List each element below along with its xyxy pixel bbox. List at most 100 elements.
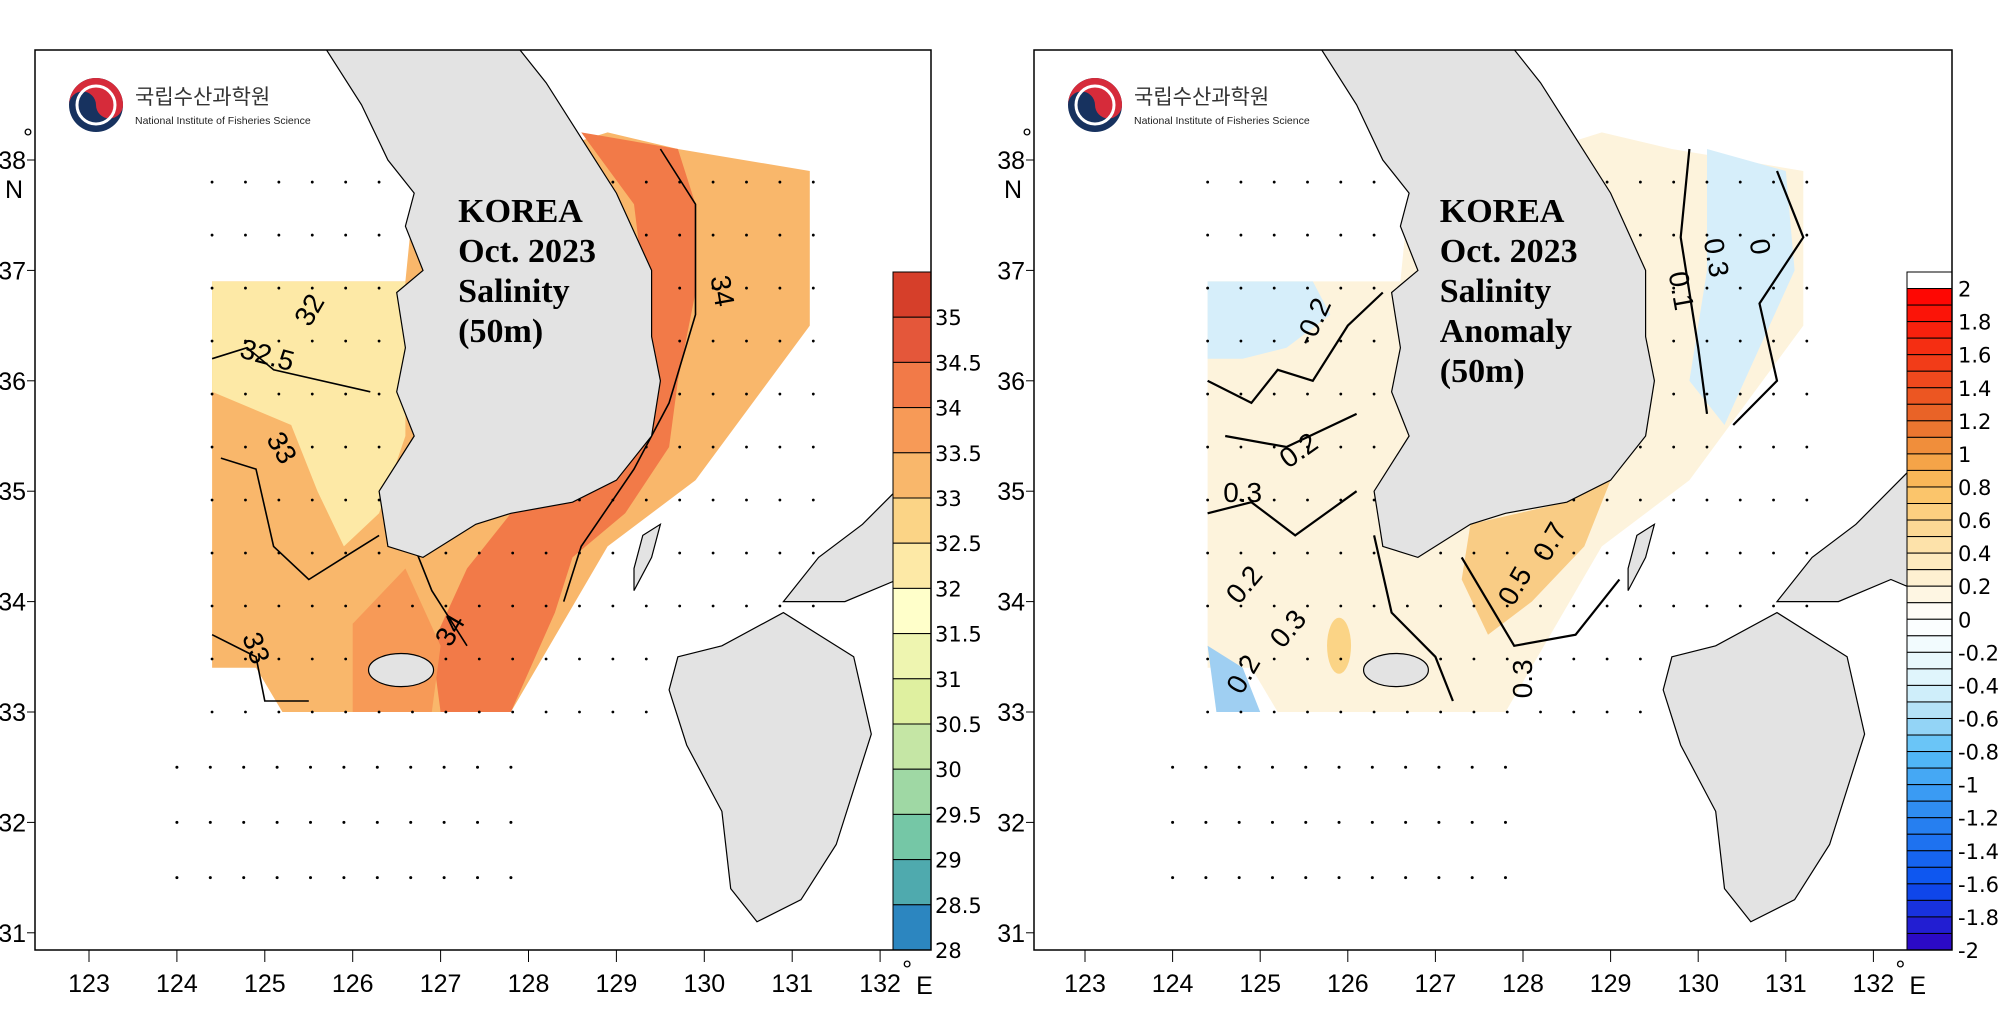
jeju-land <box>367 652 435 688</box>
station-dot <box>1272 233 1276 237</box>
station-dot <box>1539 604 1542 608</box>
map-title-line: KOREA <box>458 193 583 230</box>
station-dot <box>778 339 782 343</box>
contour-line <box>1679 148 1709 415</box>
station-dot <box>611 551 615 555</box>
station-dot <box>210 710 214 714</box>
station-dot <box>375 876 379 880</box>
station-dot <box>377 604 381 608</box>
station-dot <box>1272 286 1276 290</box>
station-dot <box>678 392 682 396</box>
map-title-line: Oct. 2023 <box>1440 233 1578 270</box>
station-dot <box>1772 551 1775 555</box>
station-dot <box>1638 604 1642 608</box>
station-dot <box>644 604 648 608</box>
kyushu-land <box>668 611 872 923</box>
colorbar-band <box>892 633 932 680</box>
colorbar-band <box>1906 701 1953 719</box>
map-frame <box>34 49 932 951</box>
colorbar-band <box>1906 436 1953 455</box>
taegeuk-red-icon <box>1068 78 1122 119</box>
station-dot <box>310 233 314 237</box>
station-dot <box>1206 233 1210 237</box>
colorbar-band <box>1906 503 1953 521</box>
station-dot <box>1239 339 1243 343</box>
contour-line <box>1460 556 1621 648</box>
y-degree-symbol: ° <box>23 124 33 152</box>
station-dot <box>644 657 648 661</box>
station-dot <box>1306 233 1309 237</box>
colorbar-band <box>1906 304 1953 323</box>
station-dot <box>1337 820 1341 824</box>
taegeuk-red-icon <box>69 78 123 119</box>
station-dot <box>1206 286 1210 290</box>
colorbar-label: 34 <box>935 397 962 421</box>
station-dot <box>511 604 515 608</box>
station-dot <box>310 445 314 449</box>
logo-english-name: National Institute of Fisheries Science <box>135 115 311 127</box>
y-tick-label: 32 <box>997 809 1025 837</box>
contour-label: 0.3 <box>1698 236 1735 280</box>
colorbar-label: 1.4 <box>1958 377 1991 401</box>
colorbar-band <box>1906 569 1953 587</box>
colorbar-label: -0.2 <box>1958 641 1999 665</box>
station-dot <box>442 820 446 824</box>
station-dot <box>778 180 782 184</box>
station-dot <box>1306 604 1309 608</box>
y-tick-label: 31 <box>0 920 26 948</box>
station-dot <box>1572 551 1576 555</box>
station-dot <box>1272 657 1276 661</box>
station-dot <box>442 876 446 880</box>
station-dot <box>1672 498 1676 502</box>
station-dot <box>1372 551 1376 555</box>
station-dot <box>1306 710 1309 714</box>
station-dot <box>745 498 748 502</box>
y-tick-label: 33 <box>0 699 26 727</box>
colorbar-band <box>1906 453 1953 471</box>
station-dot <box>1470 876 1474 880</box>
station-dot <box>811 339 815 343</box>
colorbar-band <box>1906 734 1953 753</box>
station-dot <box>1239 498 1243 502</box>
station-dot <box>544 657 548 661</box>
station-dot <box>1404 820 1408 824</box>
station-dot <box>1472 710 1476 714</box>
station-dot <box>342 765 346 769</box>
station-dot <box>1239 233 1243 237</box>
station-dot <box>1672 604 1676 608</box>
station-dot <box>1372 445 1376 449</box>
station-dot <box>1206 657 1210 661</box>
positive-anomaly-area <box>1461 480 1611 635</box>
colorbar-band <box>892 768 932 815</box>
station-dot <box>210 657 214 661</box>
station-dot <box>1672 392 1676 396</box>
station-dot <box>244 180 247 184</box>
tsushima-land <box>1627 522 1656 591</box>
station-dot <box>1206 339 1210 343</box>
station-dot <box>711 339 715 343</box>
colorbar-label: 1.2 <box>1958 410 1991 434</box>
colorbar-band <box>1906 767 1953 786</box>
colorbar-band <box>1906 420 1953 438</box>
station-dot <box>711 233 715 237</box>
x-degree-symbol: ° <box>1895 956 1905 984</box>
station-dot <box>444 710 448 714</box>
station-dot <box>578 604 581 608</box>
station-dot <box>1239 445 1243 449</box>
colorbar-label: -1 <box>1958 774 1979 798</box>
station-dot <box>277 286 281 290</box>
station-dot <box>175 876 179 880</box>
station-dot <box>678 180 682 184</box>
station-dot <box>1304 876 1308 880</box>
y-tick-label: 36 <box>997 368 1025 396</box>
contour-line <box>220 457 380 581</box>
station-dot <box>1805 498 1809 502</box>
colorbar-band <box>1906 850 1953 868</box>
station-dot <box>377 180 381 184</box>
station-dot <box>277 604 281 608</box>
station-dot <box>1705 233 1709 237</box>
station-dot <box>275 876 279 880</box>
colorbar: 35 34.5 34 33.5 33 32.5 32 31.5 31 30.5 30 29.5 29 28… <box>892 271 982 963</box>
station-dot <box>1472 551 1476 555</box>
station-dot <box>1572 657 1576 661</box>
